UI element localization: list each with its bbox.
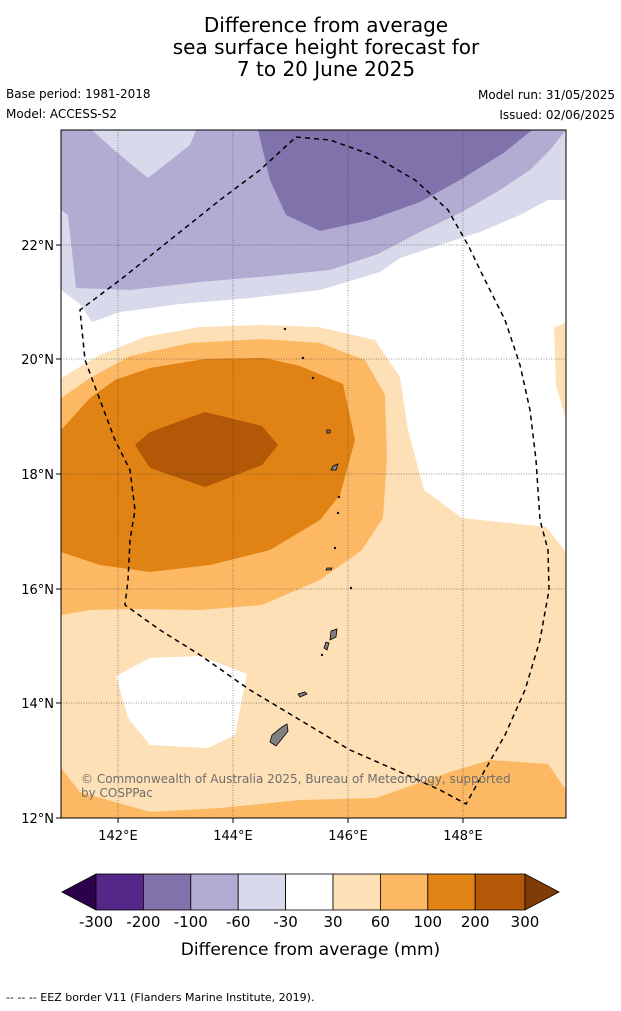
copyright-notice: © Commonwealth of Australia 2025, Bureau… xyxy=(81,772,511,800)
lon-label-142: 142°E xyxy=(98,829,138,844)
lon-ticks xyxy=(117,818,464,823)
lat-ticks xyxy=(56,244,61,819)
lat-label-20: 20°N xyxy=(21,353,54,368)
contour-neg-100 xyxy=(258,130,532,231)
copyright-line-1: © Commonwealth of Australia 2025, Bureau… xyxy=(81,772,511,786)
island-islet-4 xyxy=(337,495,341,499)
colorbar-bin-6 xyxy=(332,873,381,911)
colorbar-tick-5: -30 xyxy=(273,913,298,931)
lat-label-18: 18°N xyxy=(21,468,54,483)
lat-label-14: 14°N xyxy=(21,697,54,712)
colorbar-bin-8 xyxy=(427,873,476,911)
lon-label-146: 146°E xyxy=(328,829,368,844)
colorbar-bin-9 xyxy=(474,873,526,911)
island-islet-6 xyxy=(333,546,337,550)
colorbar-extend-low xyxy=(61,873,97,911)
map-panel xyxy=(61,130,566,818)
eez-footnote: -- -- -- EEZ border V11 (Flanders Marine… xyxy=(6,991,315,1004)
island-agrihan xyxy=(326,429,331,434)
map-title: Difference from average sea surface heig… xyxy=(0,14,621,80)
gridlines xyxy=(61,130,566,818)
eez-border xyxy=(79,136,550,806)
colorbar-extend-high xyxy=(524,873,560,911)
copyright-line-2: by COSPPac xyxy=(81,786,153,800)
colorbar-tick-7: 60 xyxy=(371,913,390,931)
island-guam xyxy=(269,723,289,747)
contour-neg-100-hole xyxy=(92,130,196,178)
model-text: Model: ACCESS-S2 xyxy=(6,107,118,121)
island-tinian xyxy=(323,641,330,651)
island-islet-5 xyxy=(336,511,340,515)
colorbar-tick-2: -200 xyxy=(126,913,160,931)
colorbar-label: Difference from average (mm) xyxy=(180,940,441,960)
colorbar-bin-5 xyxy=(285,873,334,911)
colorbar-tick-1: -300 xyxy=(79,913,113,931)
colorbar-bin-7 xyxy=(379,873,429,911)
colorbar-tick-3: -100 xyxy=(174,913,208,931)
colorbar-tick-8: 100 xyxy=(413,913,442,931)
island-anatahan xyxy=(325,567,333,571)
title-line-3: 7 to 20 June 2025 xyxy=(236,57,416,81)
issued-text: Issued: 02/06/2025 xyxy=(499,108,615,122)
contour-pos-200 xyxy=(135,412,278,487)
model-run-text: Model run: 31/05/2025 xyxy=(477,88,615,102)
lon-label-148: 148°E xyxy=(443,829,483,844)
island-islet-2 xyxy=(301,356,305,360)
colorbar-tick-9: 200 xyxy=(461,913,490,931)
colorbar-tick-4: -60 xyxy=(226,913,251,931)
title-line-1: Difference from average xyxy=(203,13,449,37)
colorbar-tick-6: 30 xyxy=(323,913,342,931)
islands xyxy=(269,327,353,747)
colorbar-tick-10: 300 xyxy=(511,913,540,931)
lat-label-16: 16°N xyxy=(21,583,54,598)
colorbar xyxy=(61,873,560,911)
contour-pos-60-south xyxy=(61,760,566,818)
contour-pos-30-east xyxy=(554,322,566,420)
colorbar-bin-1 xyxy=(95,873,144,911)
island-islet-1 xyxy=(283,327,287,331)
contour-neutral-hole xyxy=(116,656,247,748)
lat-label-12: 12°N xyxy=(21,812,54,827)
colorbar-bin-2 xyxy=(142,873,192,911)
colorbar-bin-3 xyxy=(190,873,239,911)
lon-label-144: 144°E xyxy=(213,829,253,844)
island-pagan xyxy=(330,463,339,471)
island-islet-3 xyxy=(311,376,315,380)
colorbar-bin-4 xyxy=(237,873,286,911)
island-rota xyxy=(297,691,308,698)
base-period-text: Base period: 1981-2018 xyxy=(6,87,151,101)
island-islet-8 xyxy=(320,653,324,657)
title-line-2: sea surface height forecast for xyxy=(172,35,480,59)
island-islet-7 xyxy=(349,586,353,590)
lat-label-22: 22°N xyxy=(21,239,54,254)
island-saipan xyxy=(329,628,338,641)
